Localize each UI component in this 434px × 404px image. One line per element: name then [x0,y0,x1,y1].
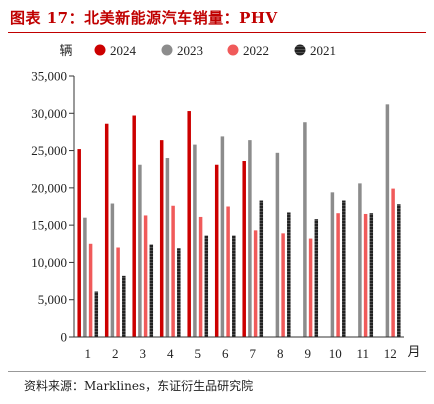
x-tick-label: 8 [277,346,284,361]
bar-2021-8 [287,212,291,337]
bar-2024-7 [242,161,246,337]
y-tick-label: 35,000 [31,69,67,84]
bar-2021-1 [94,291,99,337]
bar-2023-5 [193,144,197,337]
y-tick-label: 30,000 [31,106,67,121]
bar-2021-5 [204,235,209,337]
x-tick-label: 1 [85,346,92,361]
bar-2021-12 [397,204,401,337]
bar-2021-11 [369,213,374,337]
bar-2024-5 [187,111,191,337]
x-tick-label: 10 [329,346,342,361]
bar-2021-2 [122,275,126,337]
legend-label-2021: 2021 [310,43,336,58]
bar-2022-2 [116,247,120,337]
bar-2022-6 [226,206,230,337]
bar-2024-2 [104,123,109,337]
x-tick-label: 9 [305,346,312,361]
x-tick-label: 5 [195,346,202,361]
bar-2022-12 [391,188,395,337]
bars [77,104,401,338]
bar-2022-10 [336,213,340,337]
bar-2023-12 [385,104,390,337]
y-tick-label: 10,000 [31,255,67,270]
figure-title: 图表 17：北美新能源汽车销量：PHV [10,9,278,27]
bar-2022-8 [281,233,285,337]
bar-2023-3 [138,164,142,337]
y-tick-label: 15,000 [31,218,67,233]
bar-2022-4 [171,205,175,337]
y-tick-label: 20,000 [31,180,67,195]
y-tick-label: 0 [61,330,68,345]
source-rule [8,371,426,372]
bar-2024-4 [159,140,164,337]
x-axis: 1 2 3 4 5 6 7 8 9 10 11 12 [74,336,404,361]
bar-2023-4 [165,158,170,337]
y-axis-unit-label: 辆 [59,44,72,59]
bar-2021-6 [232,235,236,337]
bar-2022-1 [88,243,93,337]
bar-2022-7 [253,230,258,337]
x-axis-unit-label: 月 [407,345,420,360]
x-tick-label: 3 [140,346,147,361]
bar-2021-9 [314,219,319,337]
bar-2021-4 [177,248,181,337]
bar-2021-7 [259,200,264,337]
bar-2023-10 [330,192,335,337]
x-tick-label: 4 [167,346,174,361]
bar-2023-11 [358,183,362,337]
x-tick-label: 7 [250,346,257,361]
y-axis: 0 5,000 10,000 15,000 20,000 25,000 30,000 35,0… [31,69,75,345]
bar-2022-11 [363,213,368,337]
source-note: 资料来源：Marklines，东证衍生品研究院 [24,379,254,393]
x-tick-label: 2 [112,346,119,361]
x-tick-label: 12 [384,346,397,361]
legend: 2024 2023 2022 2021 [94,43,336,58]
x-tick-label: 6 [222,346,229,361]
bar-2024-6 [214,164,219,337]
legend-label-2024: 2024 [110,43,137,58]
x-tick-label: 11 [356,346,369,361]
legend-label-2022: 2022 [243,43,269,58]
bar-2021-3 [149,244,154,337]
bar-2023-9 [303,122,307,337]
legend-marker-2021 [294,44,306,56]
legend-marker-2023 [161,44,173,56]
bar-2022-5 [198,216,203,337]
bar-2023-7 [248,140,252,337]
y-tick-label: 25,000 [31,143,67,158]
bar-2022-9 [308,238,313,337]
bar-2024-3 [132,115,136,338]
y-tick-label: 5,000 [38,292,67,307]
bar-2023-2 [110,203,115,337]
bar-2024-1 [77,149,81,337]
bar-2023-6 [220,136,225,337]
bar-2022-3 [143,215,148,337]
legend-label-2023: 2023 [177,43,203,58]
legend-marker-2022 [227,44,239,56]
legend-marker-2024 [94,44,106,56]
bar-2023-1 [83,217,87,337]
bar-2023-8 [275,152,280,337]
bar-2021-10 [342,200,346,337]
title-rule [8,32,426,33]
